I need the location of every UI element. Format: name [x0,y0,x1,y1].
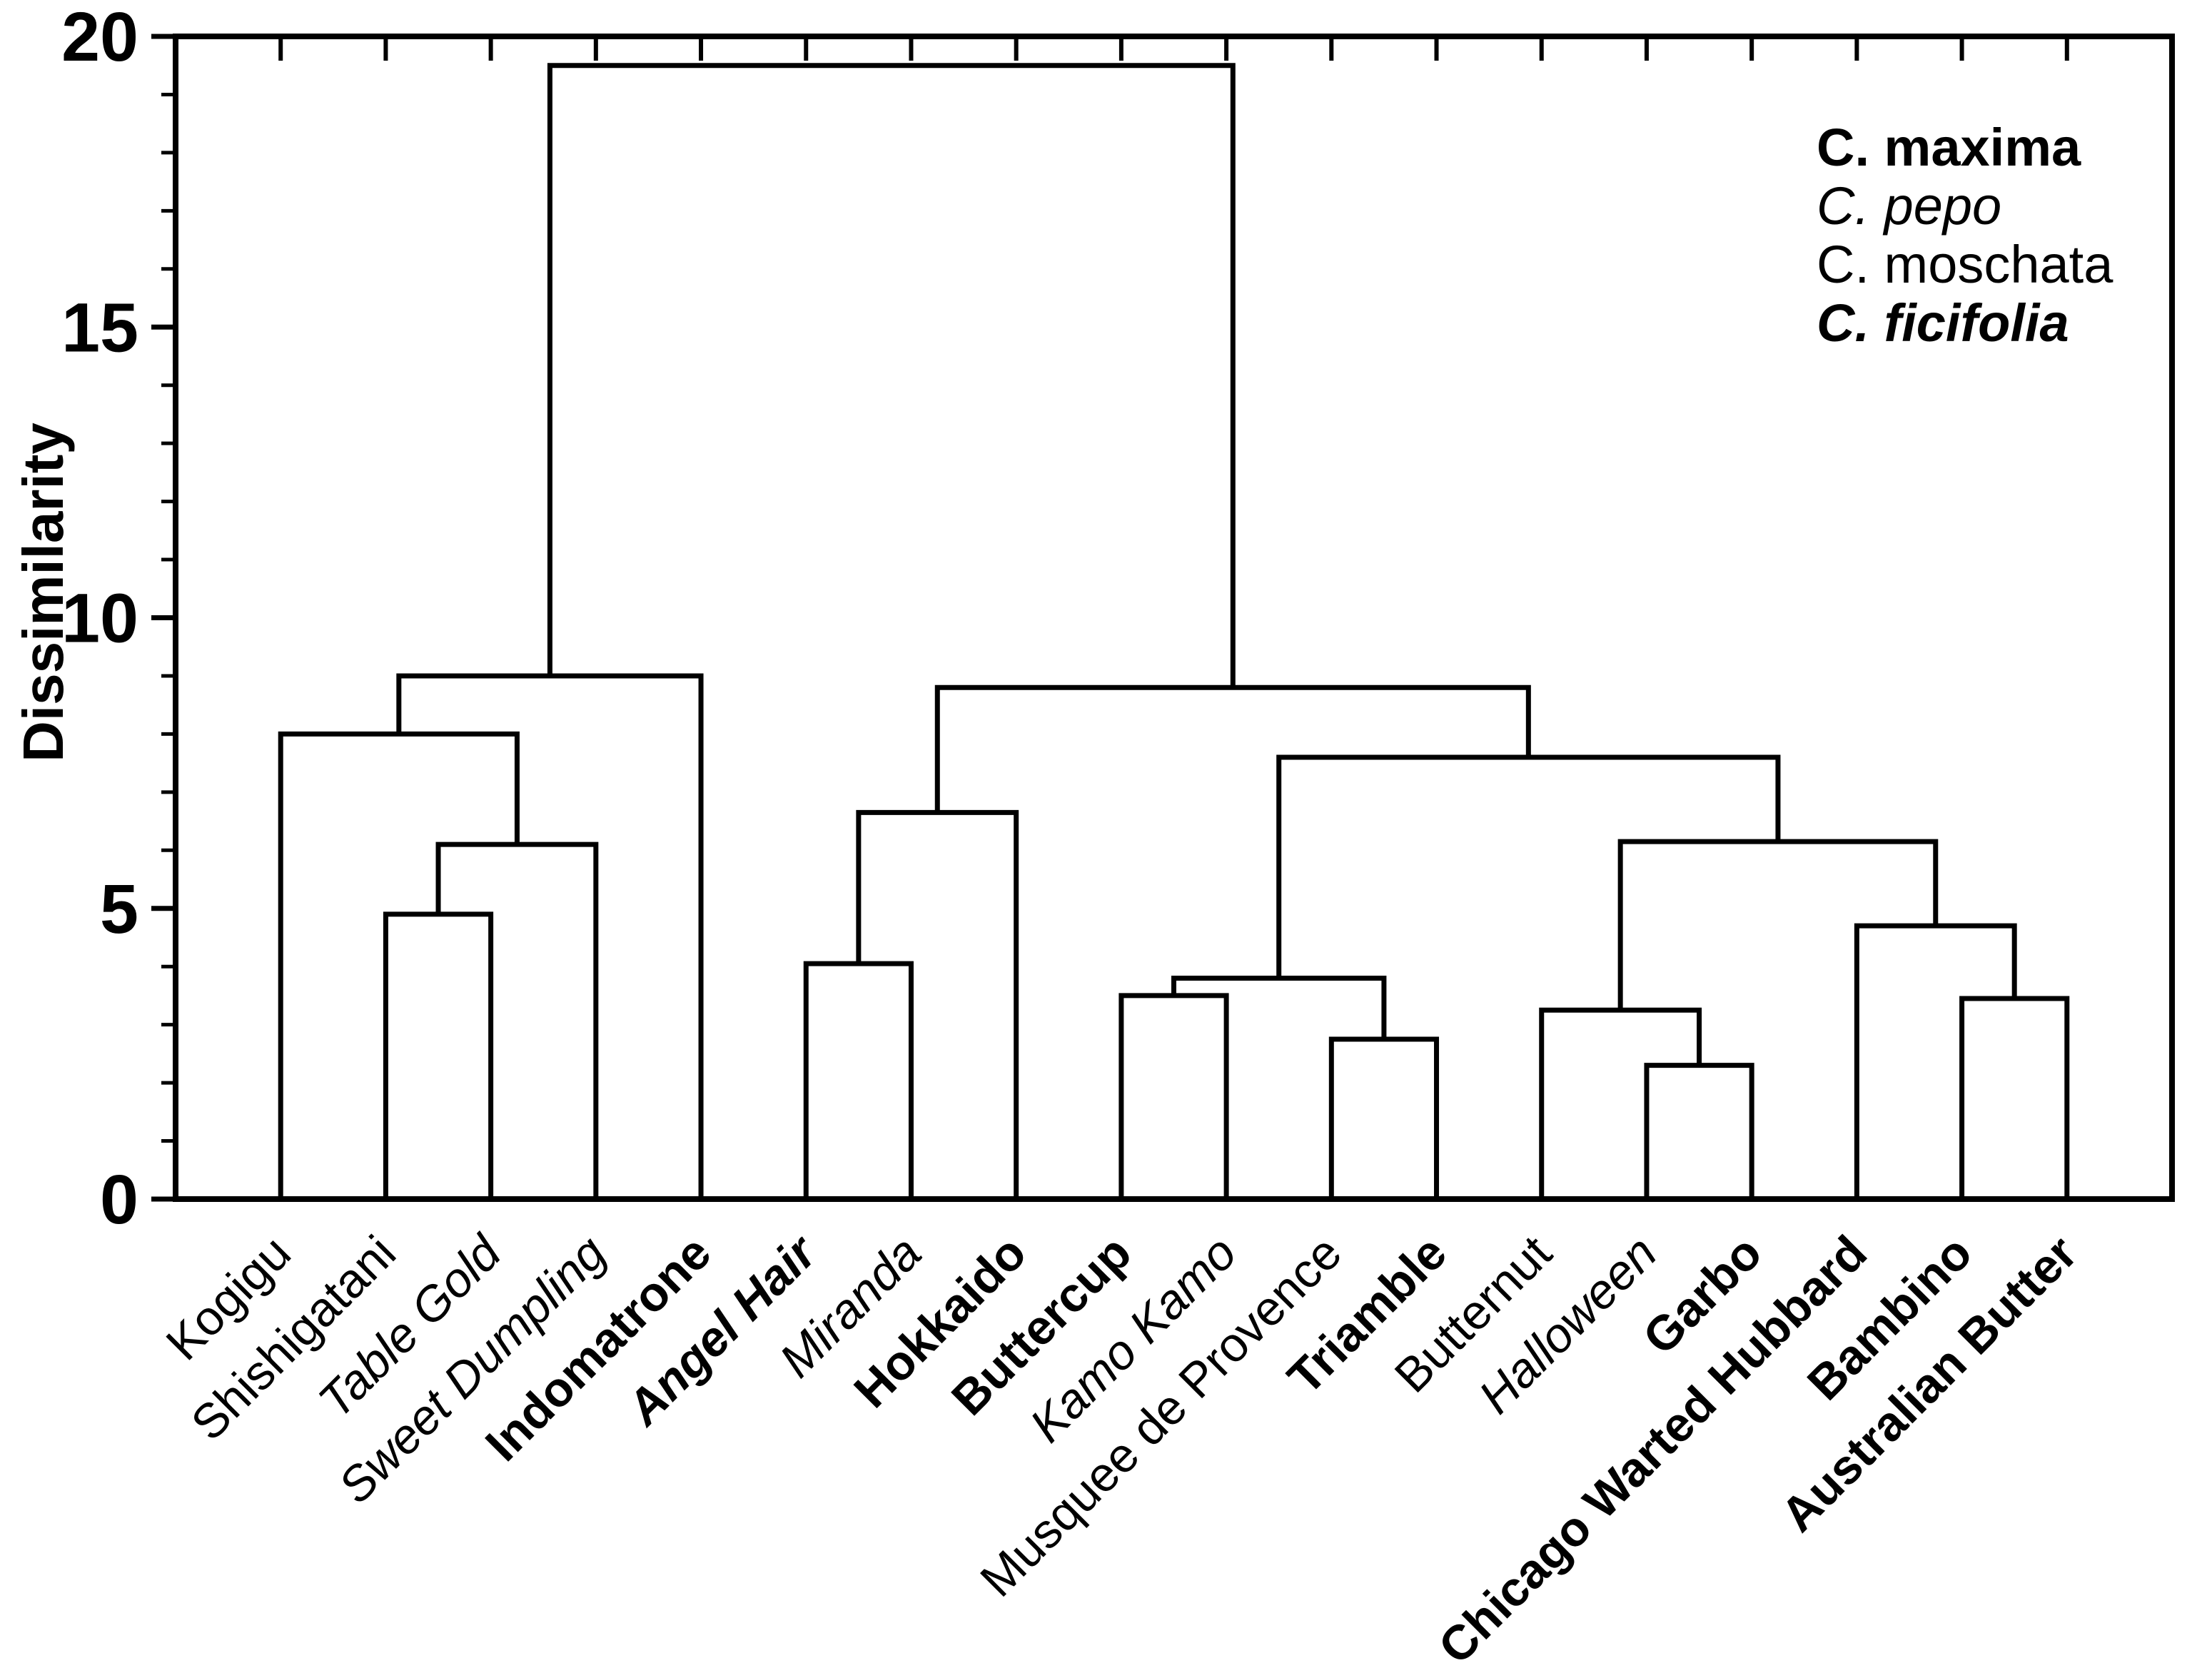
branch-merge-10-h3.25 [1539,1007,1702,1199]
legend-item-c-pepo: C. pepo [1817,176,2001,236]
y-tick-label-10: 10 [61,580,138,657]
y-axis: 0 5 10 15 20 [61,0,176,1238]
dendrogram-branches [278,63,2070,1199]
branch-merge-3-h9 [396,673,704,1199]
branch-merge-15-h8.8 [934,684,1531,813]
branch-merge-1-h6.1 [435,841,599,1199]
y-axis-title: Dissimilarity [11,423,75,762]
branch-merge-2-h8 [278,731,520,1199]
branch-merge-14-h7.6 [1276,754,1781,979]
branch-merge-12-h4.7 [1854,923,2017,1199]
branch-merge-11-h3.45 [1959,996,2070,1199]
y-tick-label-0: 0 [100,1161,138,1238]
y-tick-label-15: 15 [61,288,138,366]
legend-item-c-ficifolia: C. ficifolia [1817,293,2069,353]
legend-item-c-moschata: C. moschata [1817,235,2113,294]
branch-merge-7-h2.75 [1328,1036,1440,1199]
y-tick-label-20: 20 [61,0,138,76]
top-axis-ticks [278,36,2069,61]
branch-merge-5-h6.65 [856,809,1019,1199]
branch-merge-6-h3.5 [1118,993,1229,1199]
legend-item-c-maxima: C. maxima [1817,118,2081,177]
branch-merge-8-h3.8 [1171,975,1387,1040]
branch-merge-9-h2.3 [1644,1063,1754,1199]
branch-merge-0-h4.9 [383,911,494,1199]
branch-merge-4-h4.05 [803,961,914,1199]
y-tick-label-5: 5 [100,870,138,948]
branch-merge-16-h19.5 [547,63,1236,688]
